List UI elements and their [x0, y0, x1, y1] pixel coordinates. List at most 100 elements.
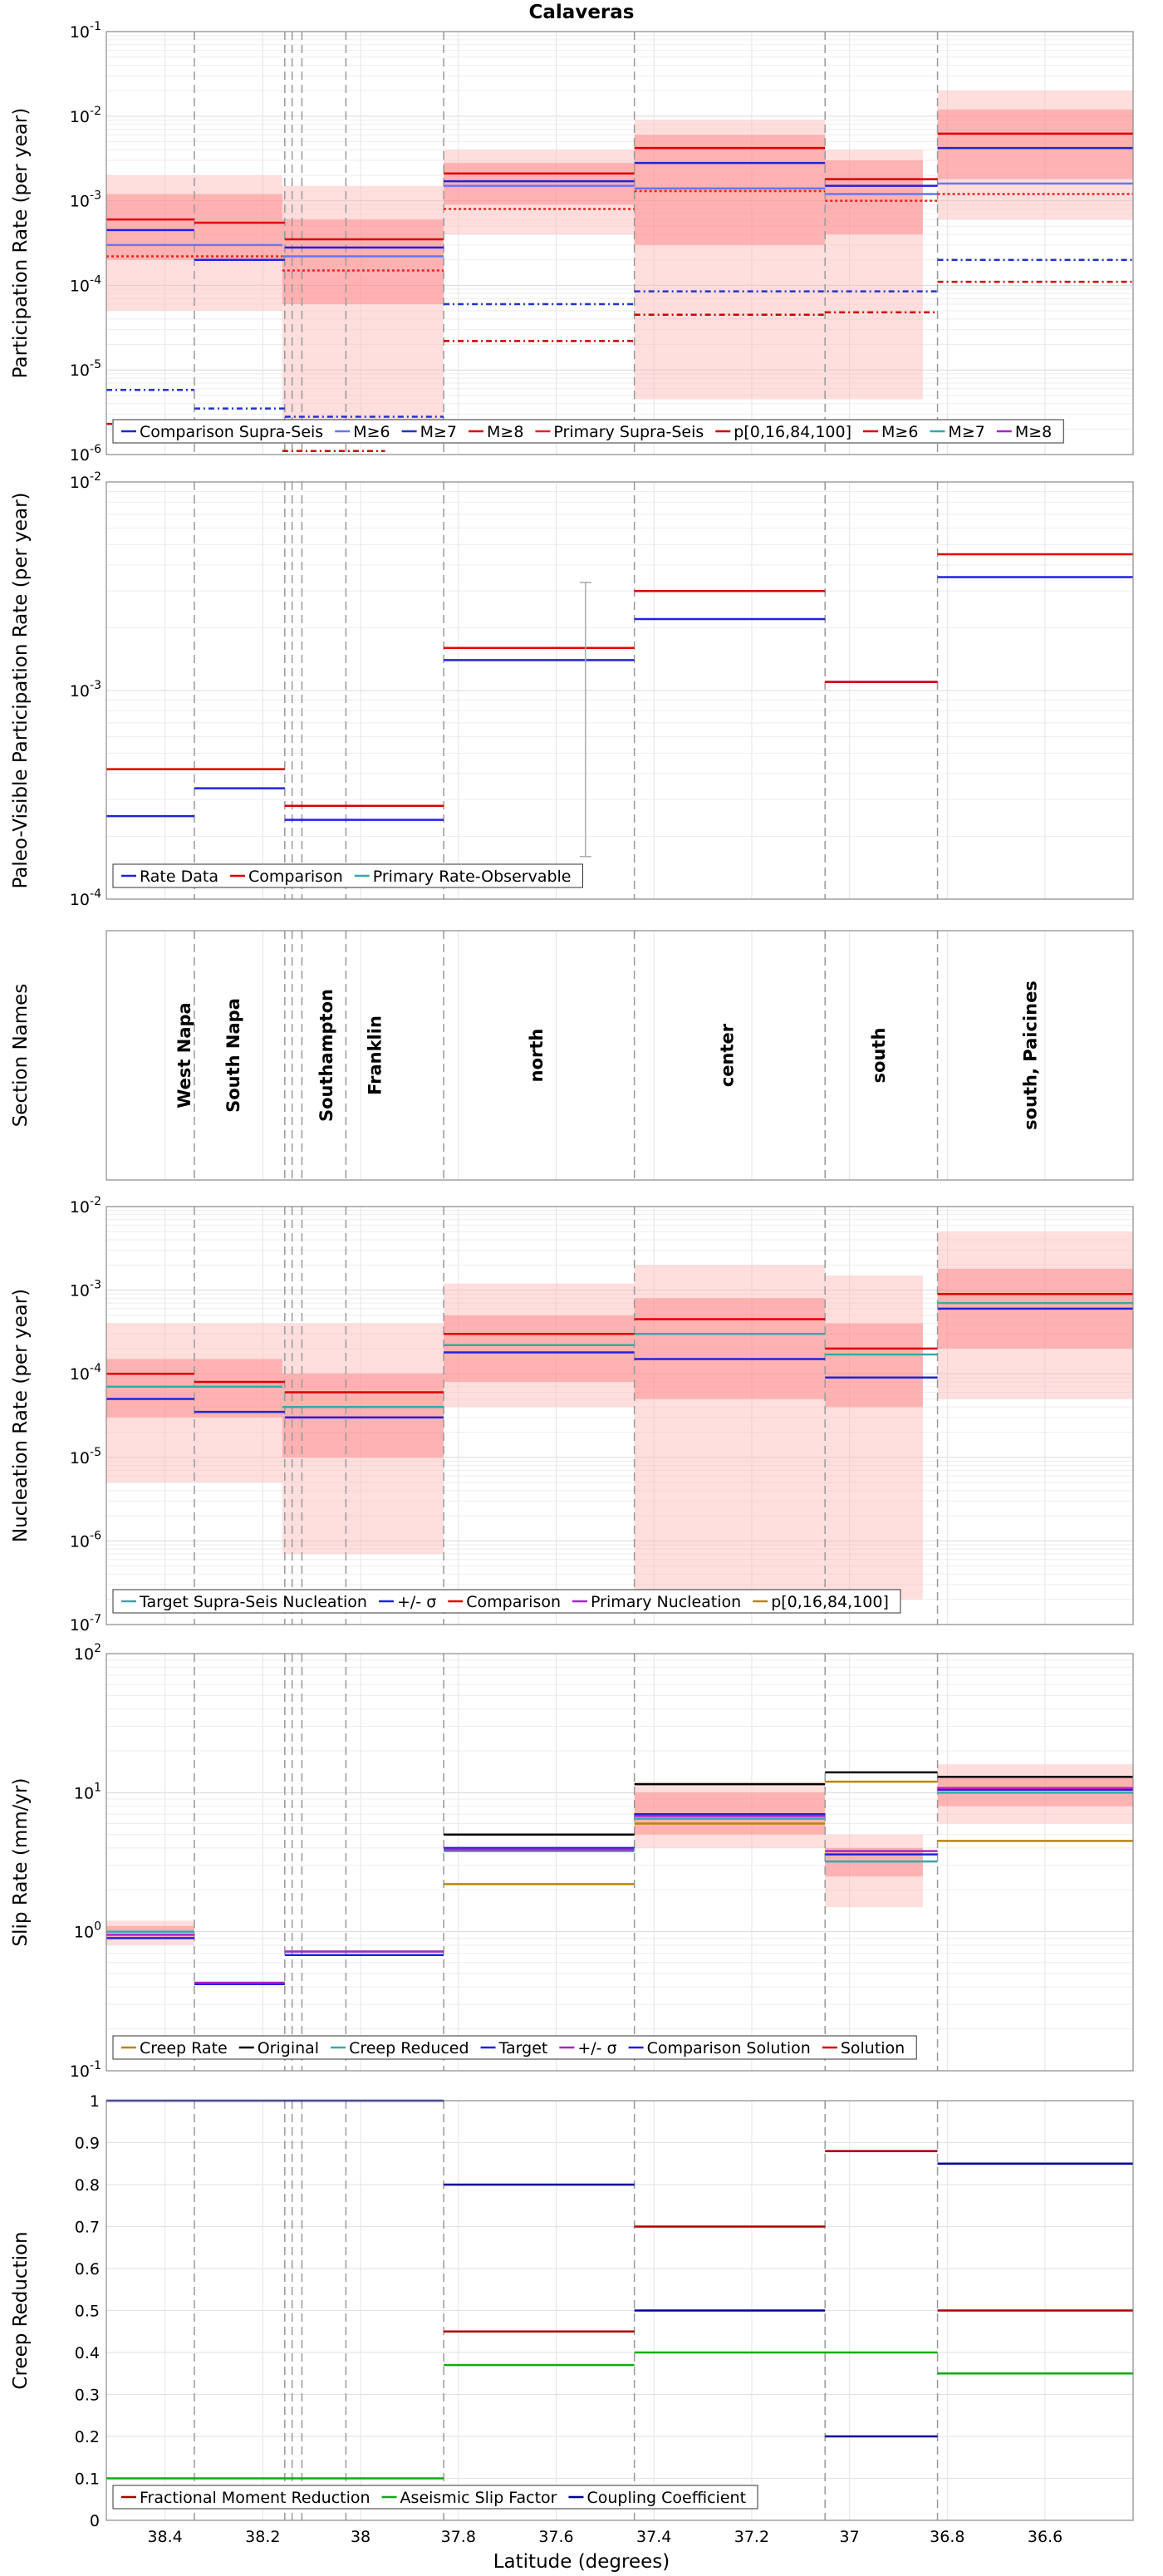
- x-tick-label: 38: [351, 2528, 370, 2546]
- paleo-y-tick: 10-2: [70, 470, 101, 492]
- nucleation-y-tick: 10-5: [70, 1446, 101, 1467]
- nucleation-legend-box: [112, 1589, 901, 1614]
- creep-y-tick: 0.2: [75, 2428, 100, 2446]
- creep-frame: [106, 2100, 1134, 2521]
- x-tick-label: 37.4: [636, 2528, 671, 2546]
- sliprate-legend-label: +/- σ: [577, 2039, 616, 2057]
- nucleation-y-tick: 10-3: [70, 1279, 101, 1300]
- nucleation-y-tick: 10-2: [70, 1195, 101, 1217]
- paleo-frame: [106, 481, 1134, 900]
- sliprate-y-tick: 10-1: [70, 2059, 101, 2081]
- paleo-legend-label: Rate Data: [140, 868, 218, 886]
- paleo-y-tick: 10-4: [70, 887, 101, 909]
- sections-frame: [106, 930, 1134, 1181]
- sliprate-legend-label: Comparison Solution: [647, 2039, 811, 2057]
- section-name: south: [869, 1028, 889, 1084]
- section-name: West Napa: [174, 1002, 194, 1108]
- x-tick-label: 36.6: [1028, 2528, 1062, 2546]
- participation-y-axis-label: Participation Rate (per year): [10, 108, 32, 379]
- participation-band-inner: [282, 219, 444, 304]
- nucleation-band-inner: [825, 1323, 923, 1408]
- participation-band-outer: [634, 120, 826, 400]
- participation-band-outer: [444, 150, 635, 235]
- participation-band-inner: [825, 160, 923, 235]
- sliprate-legend-label: Solution: [841, 2039, 905, 2057]
- creep-legend-label: Fractional Moment Reduction: [140, 2489, 370, 2507]
- paleo-legend-label: Comparison: [248, 868, 343, 886]
- creep-y-axis-label: Creep Reduction: [10, 2231, 32, 2389]
- sections-plot-area: [106, 931, 1133, 1180]
- paleo-legend-box: [112, 863, 583, 888]
- x-tick-label: 38.4: [147, 2528, 182, 2546]
- figure-title: Calaveras: [529, 2, 635, 23]
- sections-panel: West Napa South Napa Southampton Franklin no…: [10, 930, 1134, 1181]
- section-name: north: [527, 1029, 547, 1083]
- nucleation-y-tick: 10-4: [70, 1362, 101, 1384]
- creep-y-tick: 0.9: [75, 2135, 100, 2153]
- sliprate-legend-label: Creep Rate: [140, 2039, 228, 2057]
- sliprate-band-outer: [937, 1764, 1133, 1824]
- creep-y-tick: 0: [90, 2512, 100, 2530]
- nucleation-band-inner: [444, 1315, 635, 1382]
- participation-legend-label: M≥7: [420, 423, 457, 441]
- sections-y-axis-label: Section Names: [10, 984, 32, 1128]
- nucleation-band-inner: [282, 1374, 444, 1458]
- sliprate-legend-label: Original: [258, 2039, 319, 2057]
- participation-band-outer: [282, 185, 444, 440]
- participation-legend-label: Primary Supra-Seis: [553, 423, 704, 441]
- participation-legend-label: M≥8: [487, 423, 523, 441]
- participation-panel: 10-6 10-5 10-4 10-3 10-2 10-1 Participation Ra…: [10, 20, 1134, 465]
- participation-y-tick: 10-4: [70, 273, 101, 295]
- section-name: Southampton: [317, 989, 336, 1122]
- participation-legend-label: M≥7: [948, 423, 984, 441]
- nucleation-band-outer: [825, 1275, 923, 1600]
- nucleation-y-axis-label: Nucleation Rate (per year): [10, 1289, 32, 1542]
- sliprate-panel: 10-1 100 101 102 Slip Rate (mm/yr) Creep Rate…: [10, 1642, 1134, 2081]
- sliprate-plot-area: [106, 1654, 1133, 2071]
- nucleation-band-inner: [634, 1298, 826, 1399]
- nucleation-legend-label: Target Supra-Seis Nucleation: [139, 1593, 367, 1611]
- x-tick-label: 37: [840, 2528, 860, 2546]
- creep-legend: Fractional Moment Reduction Aseismic Slip…: [112, 2485, 758, 2510]
- participation-y-tick: 10-6: [70, 443, 101, 465]
- sliprate-y-tick: 101: [74, 1781, 101, 1802]
- participation-plot-area: [106, 32, 1133, 455]
- section-name: South Napa: [223, 998, 243, 1113]
- x-tick-label: 36.8: [930, 2528, 964, 2546]
- paleo-legend: Rate Data Comparison Primary Rate-Observab…: [112, 863, 583, 888]
- creep-legend-label: Coupling Coefficient: [586, 2489, 746, 2507]
- nucleation-band-outer: [282, 1323, 444, 1554]
- nucleation-legend-label: Primary Nucleation: [591, 1593, 741, 1611]
- nucleation-frame: [106, 1206, 1134, 1625]
- nucleation-legend-label: Comparison: [466, 1593, 561, 1611]
- sliprate-y-tick: 102: [74, 1642, 101, 1664]
- x-tick-label: 37.6: [538, 2528, 573, 2546]
- participation-y-tick: 10-5: [70, 358, 101, 380]
- participation-legend-label: p[0,16,84,100]: [734, 423, 851, 441]
- participation-legend-label: Comparison Supra-Seis: [140, 423, 323, 441]
- sliprate-band-outer: [106, 1920, 194, 1945]
- paleo-panel: 10-4 10-3 10-2 Paleo-Visible Participation …: [10, 470, 1134, 909]
- x-tick-label: 37.2: [734, 2528, 769, 2546]
- creep-y-tick: 1: [90, 2092, 100, 2111]
- participation-legend: Comparison Supra-Seis M≥6 M≥7 M≥8 Primary Su…: [112, 419, 1064, 444]
- creep-y-tick: 0.3: [75, 2387, 100, 2405]
- creep-y-tick: 0.6: [75, 2260, 100, 2279]
- creep-legend-box: [112, 2485, 758, 2510]
- participation-band-outer: [825, 150, 923, 400]
- section-name: Franklin: [366, 1015, 385, 1095]
- creep-y-tick: 0.4: [75, 2344, 100, 2362]
- paleo-y-axis-label: Paleo-Visible Participation Rate (per ye…: [10, 492, 32, 888]
- sliprate-band-inner: [937, 1777, 1133, 1807]
- nucleation-legend: Target Supra-Seis Nucleation +/- σ Compari…: [112, 1589, 901, 1614]
- section-name: south, Paicines: [1020, 981, 1040, 1130]
- nucleation-y-tick: 10-7: [70, 1613, 101, 1635]
- sliprate-legend: Creep Rate Original Creep Reduced Target +/-…: [112, 2035, 917, 2060]
- creep-legend-label: Aseismic Slip Factor: [400, 2489, 557, 2507]
- x-tick-label: 38.2: [245, 2528, 280, 2546]
- sliprate-legend-label: Creep Reduced: [349, 2039, 469, 2057]
- paleo-y-tick: 10-3: [70, 679, 101, 701]
- participation-band-outer: [937, 91, 1133, 220]
- section-name: center: [717, 1023, 737, 1087]
